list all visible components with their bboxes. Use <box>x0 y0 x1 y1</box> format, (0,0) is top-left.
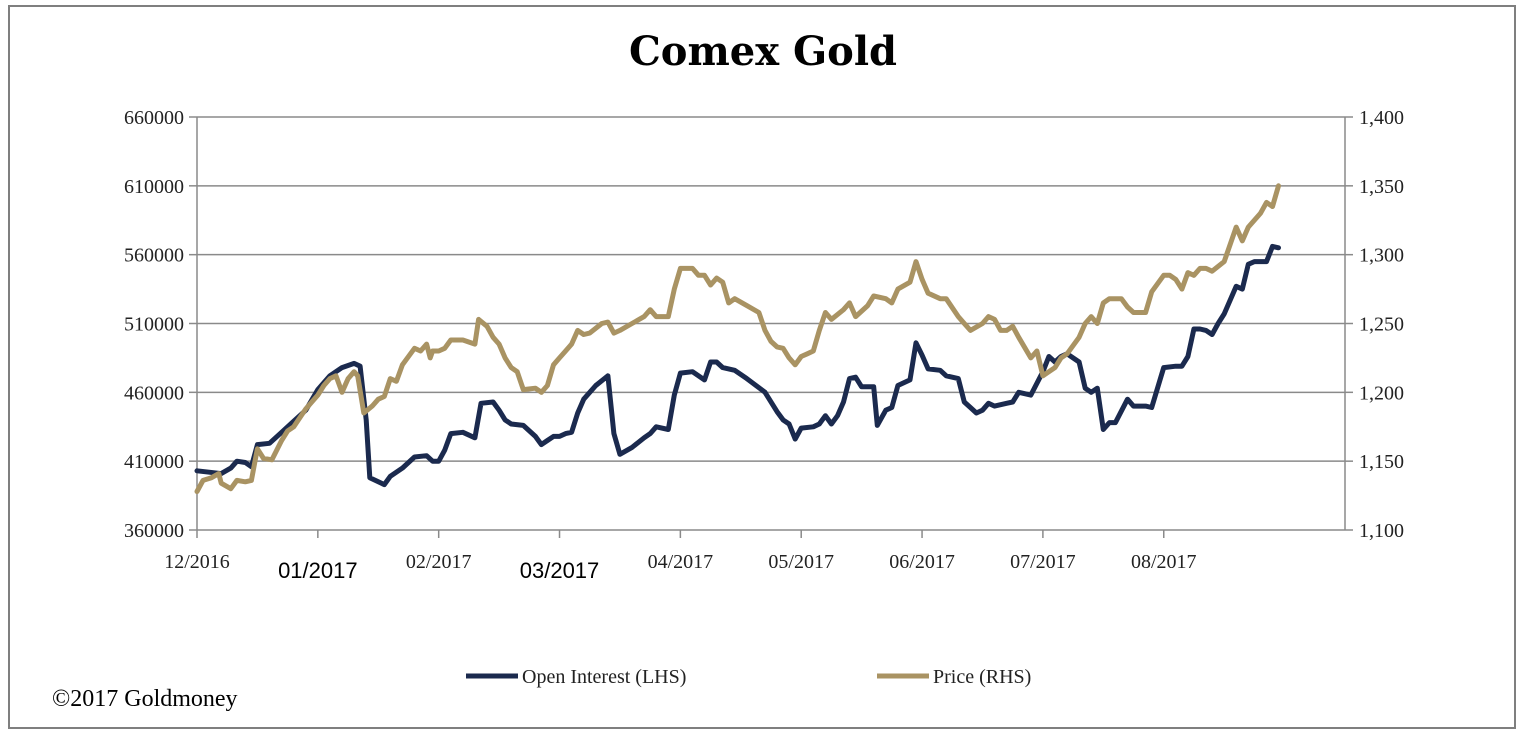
right-tick-label: 1,250 <box>1359 314 1404 336</box>
left-tick-label: 510000 <box>124 314 184 336</box>
right-tick-label: 1,400 <box>1359 107 1404 129</box>
left-tick-label: 410000 <box>124 451 184 473</box>
x-tick-label: 03/2017 <box>520 558 600 583</box>
series-lines <box>194 183 1281 494</box>
legend: Open Interest (LHS) Price (RHS) <box>466 666 1031 688</box>
right-tick-label: 1,150 <box>1359 451 1404 473</box>
left-tick-label: 560000 <box>124 245 184 267</box>
price-line <box>194 183 1281 494</box>
chart-frame <box>8 5 1516 729</box>
x-tick-label: 05/2017 <box>768 551 834 573</box>
legend-label-open-interest: Open Interest (LHS) <box>522 666 686 688</box>
x-tick-label: 07/2017 <box>1010 551 1076 573</box>
left-tick-label: 460000 <box>124 382 184 404</box>
copyright-text: ©2017 Goldmoney <box>52 686 238 712</box>
x-tick-label: 04/2017 <box>648 551 714 573</box>
right-tick-label: 1,200 <box>1359 382 1404 404</box>
chart-title: Comex Gold <box>628 28 898 75</box>
right-tick-label: 1,300 <box>1359 245 1404 267</box>
x-tick-label: 08/2017 <box>1131 551 1197 573</box>
right-tick-label: 1,350 <box>1359 176 1404 198</box>
left-tick-label: 610000 <box>124 176 184 198</box>
left-tick-label: 360000 <box>124 520 184 542</box>
x-tick-label: 06/2017 <box>889 551 955 573</box>
legend-label-price: Price (RHS) <box>933 666 1031 688</box>
right-tick-label: 1,100 <box>1359 520 1404 542</box>
open-interest-line <box>194 243 1281 488</box>
x-tick-label: 01/2017 <box>278 558 358 583</box>
axes: 360000 1,100 410000 1,150 460000 1,200 510000 1… <box>124 107 1404 583</box>
left-tick-label: 660000 <box>124 107 184 129</box>
x-tick-label: 02/2017 <box>406 551 472 573</box>
x-tick-label: 12/2016 <box>164 551 230 573</box>
